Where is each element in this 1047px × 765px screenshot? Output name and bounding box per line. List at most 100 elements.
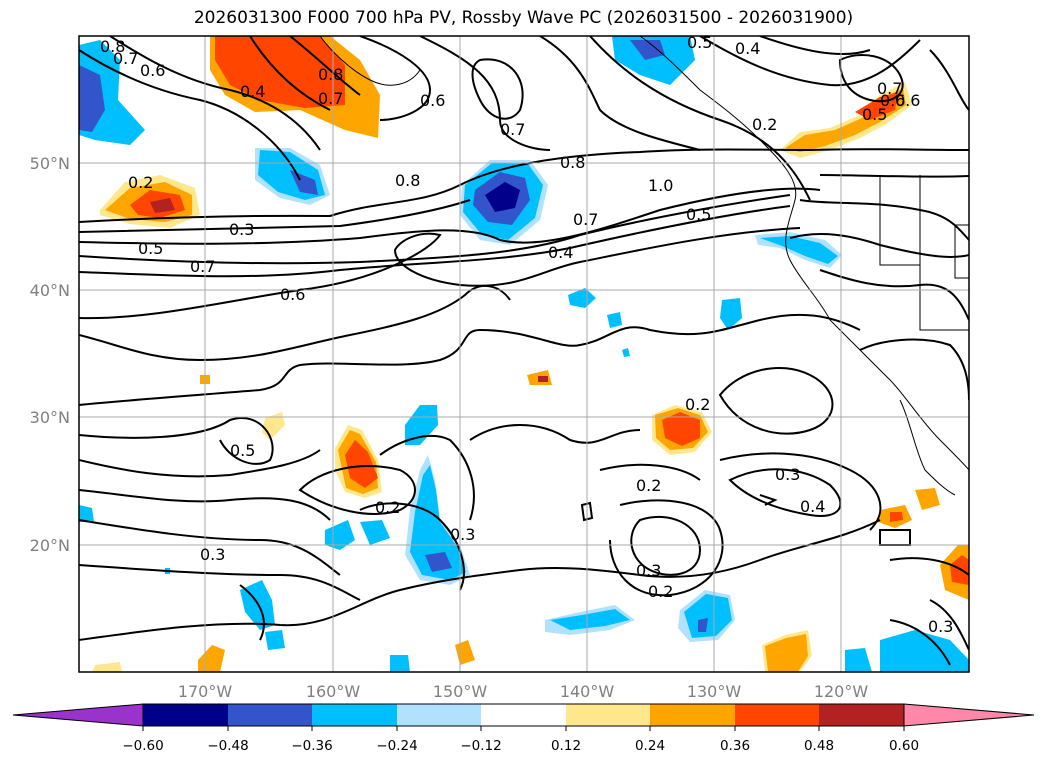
contour-label: 0.5: [138, 239, 163, 258]
contour-label: 0.4: [240, 82, 265, 101]
colorbar-tick-label: −0.24: [376, 738, 417, 754]
colorbar-tick-label: −0.48: [207, 738, 248, 754]
colorbar-bin: [566, 704, 650, 726]
contour-label: 0.7: [113, 49, 138, 68]
anomaly-positive: [538, 376, 548, 382]
latitude-labels: 50°N 40°N 30°N 20°N: [30, 154, 70, 555]
contour-label: 0.3: [200, 545, 225, 564]
pv-contour: [79, 313, 861, 406]
contour-label: 0.2: [128, 173, 153, 192]
anomaly-negative: [390, 655, 410, 672]
contour-label: 0.6: [280, 285, 305, 304]
pv-contour: [728, 468, 842, 517]
colorbar-tick-label: −0.36: [291, 738, 332, 754]
pv-contour: [859, 338, 969, 401]
pv-contour: [759, 36, 871, 56]
contour-label: 0.3: [229, 220, 254, 239]
colorbar-extend-min: [12, 703, 144, 727]
pv-contour: [539, 36, 701, 151]
pv-contour: [929, 599, 969, 651]
longitude-labels: 170°W 160°W 150°W 140°W 130°W 120°W: [178, 682, 869, 701]
lat-label: 30°N: [30, 408, 70, 427]
contour-label: 0.7: [573, 210, 598, 229]
pv-contour: [799, 199, 969, 241]
pv-contour: [79, 564, 361, 601]
contour-label: 0.6: [880, 91, 905, 110]
anomaly-negative: [607, 312, 622, 328]
colorbar-bin: [819, 704, 904, 726]
contour-label: 0.7: [318, 89, 343, 108]
colorbar-frame: [142, 703, 905, 727]
anomaly-negative: [760, 236, 838, 264]
anomaly-negative: [622, 348, 630, 357]
anomaly-negative: [410, 465, 466, 580]
map-frame: [78, 35, 970, 673]
contour-label: 0.7: [877, 79, 902, 98]
anomaly-negative: [79, 505, 94, 522]
anomaly-positive: [765, 634, 808, 672]
pv-contour: [719, 452, 882, 531]
contour-label: 0.4: [735, 39, 760, 58]
colorbar-ticks: [142, 726, 905, 731]
anomaly-negative: [684, 594, 732, 638]
pv-contour: [838, 54, 904, 103]
pv-contour: [109, 36, 321, 151]
contour-label: 0.6: [895, 91, 920, 110]
pv-contours: [79, 36, 969, 666]
anomaly-positive: [345, 440, 378, 488]
pv-contour: [79, 205, 791, 278]
contour-label: 0.8: [395, 171, 420, 190]
lat-label: 20°N: [30, 536, 70, 555]
anomaly-negative: [485, 182, 520, 212]
colorbar-tick-label: 0.60: [889, 738, 919, 754]
pv-contour: [79, 489, 331, 521]
coastline: [319, 36, 421, 86]
lon-label: 150°W: [433, 682, 488, 701]
colorbar-tick-label: −0.12: [460, 738, 501, 754]
pv-contour: [239, 584, 265, 641]
pv-contour: [79, 187, 821, 245]
anomaly-negative: [880, 630, 969, 672]
colorbar-tick-label: 0.12: [551, 738, 581, 754]
pv-contour: [889, 557, 969, 576]
coastline: [899, 399, 956, 496]
anomaly-negative: [360, 520, 390, 545]
pv-contour: [79, 449, 321, 478]
anomaly-negative: [612, 36, 695, 85]
anomaly-negative: [568, 288, 596, 308]
pv-contour: [889, 619, 951, 666]
pv-contour: [298, 465, 416, 515]
lon-label: 170°W: [178, 682, 233, 701]
anomaly-negative: [720, 298, 742, 330]
anomaly-negative: [425, 552, 452, 572]
contour-label: 0.8: [560, 153, 585, 172]
colorbar-extend-max: [903, 703, 1035, 727]
anomaly-positive: [150, 198, 175, 213]
pv-contour: [759, 494, 778, 506]
contour-label: 0.6: [140, 61, 165, 80]
map-title: 2026031300 F000 700 hPa PV, Rossby Wave …: [193, 8, 854, 28]
pv-contour: [630, 515, 702, 576]
pv-contour: [289, 36, 361, 96]
pv-contour: [359, 502, 465, 591]
pv-contour: [469, 424, 641, 444]
contour-label: 0.3: [636, 561, 661, 580]
pv-contour: [471, 58, 524, 120]
contour-labels: 0.8 0.7 0.6 0.4 0.6 0.5 0.4 0.8 0.7 0.6 …: [100, 36, 953, 636]
lon-label: 130°W: [687, 682, 742, 701]
contour-label: 0.3: [450, 525, 475, 544]
contour-label: 0.6: [420, 91, 445, 110]
colorbar-bin: [143, 704, 228, 726]
colorbar-bin: [312, 704, 397, 726]
colorbar-bin: [397, 704, 481, 726]
pv-contour: [639, 519, 881, 578]
pv-contour: [589, 36, 811, 201]
pv-contour: [79, 519, 341, 576]
anomaly-positive: [855, 92, 898, 120]
colorbar-tick-label: 0.36: [720, 738, 750, 754]
pv-contour: [79, 417, 274, 465]
contour-label: 1.0: [648, 176, 673, 195]
pv-contour: [699, 36, 921, 87]
anomaly-negative: [845, 648, 872, 672]
